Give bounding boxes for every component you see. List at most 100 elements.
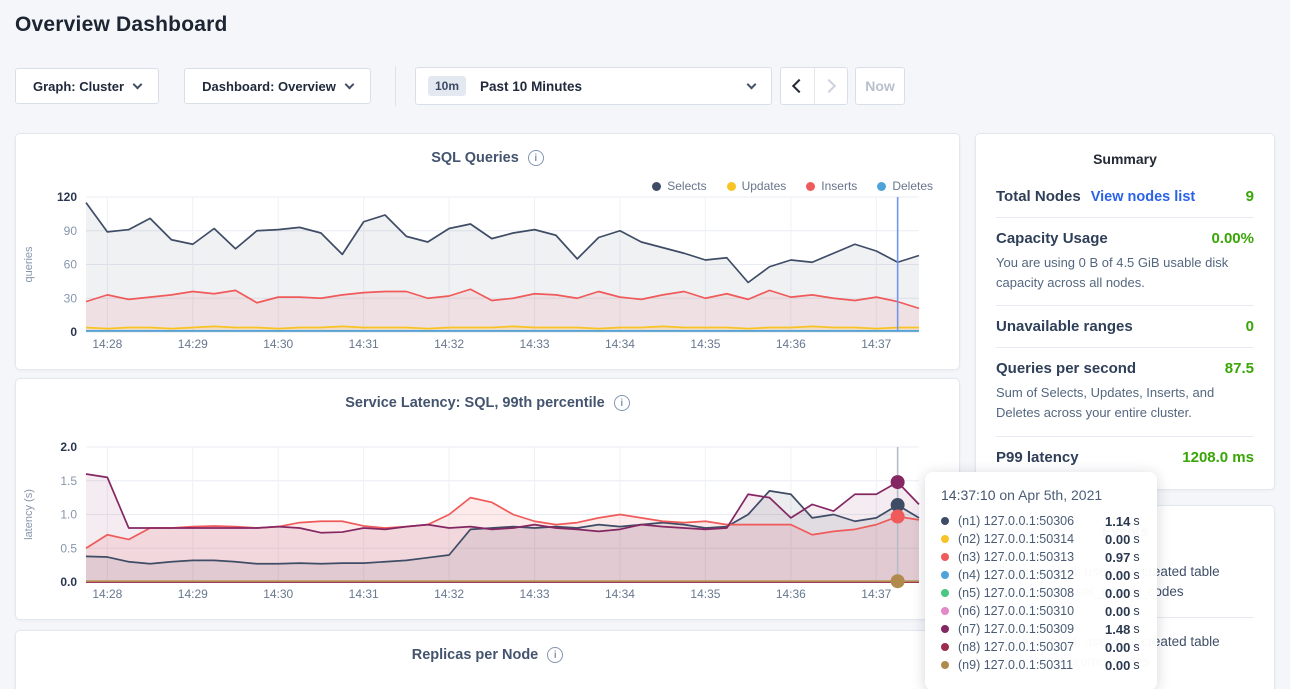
svg-text:90: 90	[64, 224, 78, 238]
svg-text:14:30: 14:30	[263, 587, 293, 601]
chart-title: Replicas per Node	[412, 647, 539, 663]
node-address: (n6) 127.0.0.1:50310	[958, 604, 1105, 618]
series-dot-icon	[941, 643, 949, 651]
svg-text:0.5: 0.5	[60, 541, 77, 555]
info-icon[interactable]: i	[547, 647, 563, 663]
series-dot-icon	[941, 589, 949, 597]
svg-text:14:28: 14:28	[92, 337, 122, 351]
latency-value: 0.00	[1105, 586, 1130, 601]
tooltip-row: (n5) 127.0.0.1:503080.00s	[941, 584, 1141, 602]
latency-value: 1.14	[1105, 514, 1130, 529]
svg-text:14:31: 14:31	[349, 587, 379, 601]
node-address: (n4) 127.0.0.1:50312	[958, 568, 1105, 582]
latency-unit: s	[1133, 604, 1139, 618]
summary-unavailable-ranges: Unavailable ranges 0	[996, 305, 1254, 347]
series-dot-icon	[941, 661, 949, 669]
svg-text:14:34: 14:34	[605, 337, 635, 351]
latency-value: 0.97	[1105, 550, 1130, 565]
latency-unit: s	[1133, 568, 1139, 582]
legend-dot-icon	[652, 182, 661, 191]
svg-text:14:33: 14:33	[520, 587, 550, 601]
summary-label: Queries per second	[996, 360, 1136, 377]
view-nodes-list-link[interactable]: View nodes list	[1091, 189, 1196, 205]
summary-label: Unavailable ranges	[996, 318, 1133, 335]
chevron-down-icon	[344, 79, 354, 89]
summary-label: Capacity Usage	[996, 230, 1108, 247]
summary-title: Summary	[976, 134, 1274, 176]
time-step-buttons	[780, 67, 848, 105]
summary-total-nodes: Total Nodes View nodes list 9	[996, 176, 1254, 217]
sql-queries-chart-card: SQL Queries i SelectsUpdatesInsertsDelet…	[15, 133, 960, 370]
chart-title: SQL Queries	[431, 150, 519, 166]
time-range-dropdown[interactable]: 10m Past 10 Minutes	[415, 67, 772, 105]
latency-unit: s	[1133, 586, 1139, 600]
latency-value: 0.00	[1105, 658, 1130, 673]
info-icon[interactable]: i	[528, 150, 544, 166]
node-address: (n2) 127.0.0.1:50314	[958, 532, 1105, 546]
node-address: (n5) 127.0.0.1:50308	[958, 586, 1105, 600]
tooltip-timestamp: 14:37:10 on Apr 5th, 2021	[941, 487, 1141, 503]
svg-text:0.0: 0.0	[60, 575, 77, 589]
summary-description: You are using 0 B of 4.5 GiB usable disk…	[996, 253, 1254, 293]
service-latency-chart-card: Service Latency: SQL, 99th percentile i …	[15, 378, 960, 620]
series-dot-icon	[941, 571, 949, 579]
svg-text:14:28: 14:28	[92, 587, 122, 601]
chart-title: Service Latency: SQL, 99th percentile	[345, 395, 605, 411]
svg-text:120: 120	[57, 191, 77, 204]
svg-text:1.5: 1.5	[60, 474, 77, 488]
node-address: (n7) 127.0.0.1:50309	[958, 622, 1105, 636]
svg-text:1.0: 1.0	[60, 508, 77, 522]
summary-queries-per-second: Queries per second 87.5 Sum of Selects, …	[996, 347, 1254, 435]
summary-value: 0	[1246, 318, 1254, 335]
svg-text:14:32: 14:32	[434, 337, 464, 351]
tooltip-row: (n8) 127.0.0.1:503070.00s	[941, 638, 1141, 656]
svg-text:30: 30	[64, 291, 78, 305]
tooltip-row: (n9) 127.0.0.1:503110.00s	[941, 656, 1141, 674]
series-dot-icon	[941, 607, 949, 615]
chevron-left-icon	[792, 79, 806, 93]
svg-text:14:34: 14:34	[605, 587, 635, 601]
info-icon[interactable]: i	[614, 395, 630, 411]
svg-text:latency (s): latency (s)	[23, 489, 35, 540]
latency-unit: s	[1133, 550, 1139, 564]
next-time-button[interactable]	[814, 68, 848, 104]
prev-time-button[interactable]	[781, 68, 814, 104]
legend-dot-icon	[806, 182, 815, 191]
tooltip-row: (n7) 127.0.0.1:503091.48s	[941, 620, 1141, 638]
tooltip-row: (n1) 127.0.0.1:503061.14s	[941, 512, 1141, 530]
sql-queries-chart[interactable]: 030609012014:2814:2914:3014:3114:3214:33…	[16, 191, 959, 354]
series-dot-icon	[941, 625, 949, 633]
svg-text:14:35: 14:35	[690, 337, 720, 351]
summary-value: 87.5	[1225, 360, 1254, 377]
svg-text:14:35: 14:35	[690, 587, 720, 601]
latency-value: 0.00	[1105, 604, 1130, 619]
legend-dot-icon	[727, 182, 736, 191]
latency-unit: s	[1133, 532, 1139, 546]
graph-scope-dropdown[interactable]: Graph: Cluster	[15, 68, 159, 104]
svg-text:14:36: 14:36	[776, 587, 806, 601]
svg-text:60: 60	[64, 258, 78, 272]
node-address: (n3) 127.0.0.1:50313	[958, 550, 1105, 564]
svg-text:14:36: 14:36	[776, 337, 806, 351]
summary-panel: Summary Total Nodes View nodes list 9 Ca…	[975, 133, 1275, 490]
dashboard-label: Dashboard: Overview	[202, 79, 336, 94]
summary-value: 1208.0 ms	[1182, 449, 1254, 466]
node-address: (n1) 127.0.0.1:50306	[958, 514, 1105, 528]
node-address: (n8) 127.0.0.1:50307	[958, 640, 1105, 654]
service-latency-chart[interactable]: 0.00.51.01.52.014:2814:2914:3014:3114:32…	[16, 441, 959, 604]
series-dot-icon	[941, 553, 949, 561]
latency-unit: s	[1133, 658, 1139, 672]
svg-text:14:37: 14:37	[861, 337, 891, 351]
tooltip-row: (n2) 127.0.0.1:503140.00s	[941, 530, 1141, 548]
summary-value: 9	[1246, 188, 1254, 205]
latency-unit: s	[1133, 622, 1139, 636]
tooltip-row: (n6) 127.0.0.1:503100.00s	[941, 602, 1141, 620]
now-button[interactable]: Now	[855, 67, 905, 105]
chart-header: Service Latency: SQL, 99th percentile i	[16, 395, 959, 411]
summary-value: 0.00%	[1211, 230, 1254, 247]
node-address: (n9) 127.0.0.1:50311	[958, 658, 1105, 672]
svg-text:2.0: 2.0	[60, 441, 77, 454]
dashboard-dropdown[interactable]: Dashboard: Overview	[184, 68, 371, 104]
summary-description: Sum of Selects, Updates, Inserts, and De…	[996, 383, 1254, 423]
summary-label: Total Nodes	[996, 188, 1081, 205]
